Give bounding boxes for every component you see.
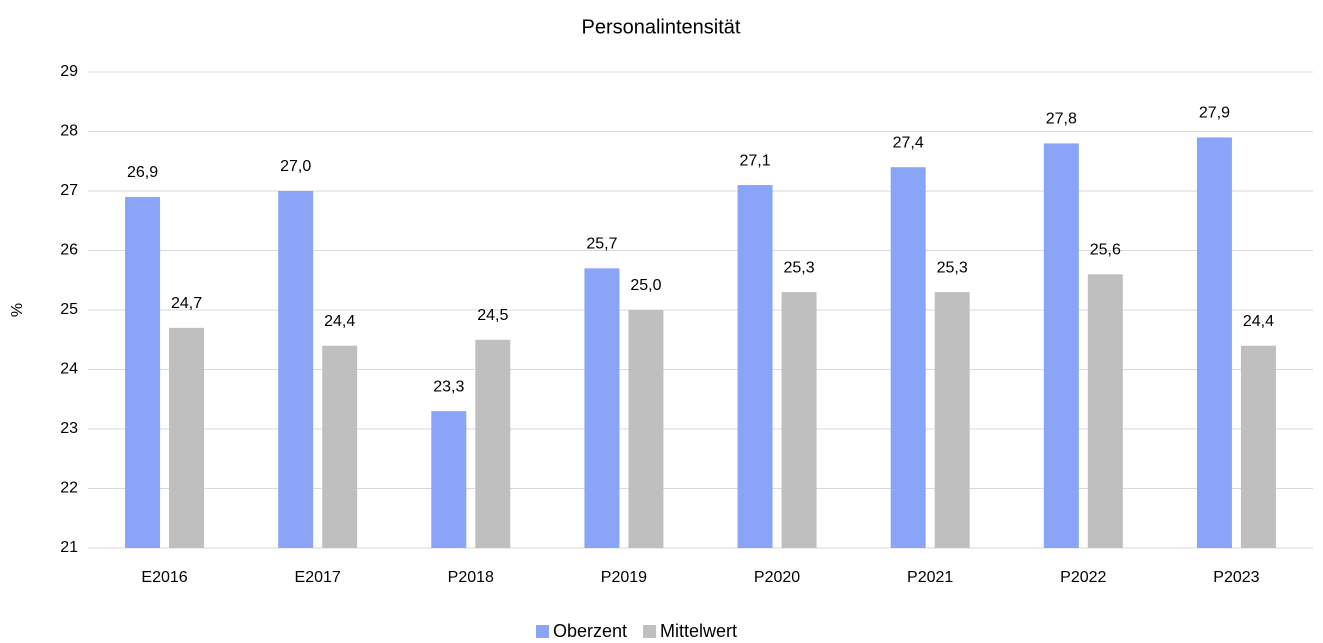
y-tick-label: 29 <box>60 63 78 80</box>
y-tick-label: 25 <box>60 301 78 318</box>
bar <box>737 185 773 549</box>
bar <box>1196 137 1232 548</box>
data-label: 25,7 <box>586 236 617 253</box>
y-tick-label: 23 <box>60 420 78 437</box>
bar <box>1043 143 1079 548</box>
y-tick-label: 28 <box>60 123 78 140</box>
legend-label: Mittelwert <box>660 621 737 641</box>
bar <box>781 292 817 548</box>
data-label: 27,0 <box>280 158 311 175</box>
bar <box>890 167 926 548</box>
y-tick-label: 26 <box>60 242 78 259</box>
data-label: 25,3 <box>937 259 968 276</box>
bar <box>584 268 620 548</box>
data-label: 26,9 <box>127 164 158 181</box>
data-label: 25,0 <box>630 277 661 294</box>
data-label: 25,6 <box>1090 242 1121 259</box>
bar <box>431 411 467 548</box>
legend-label: Oberzent <box>553 621 627 641</box>
x-tick-label: P2022 <box>1060 569 1106 586</box>
data-label: 27,1 <box>739 152 770 169</box>
bar <box>125 196 161 548</box>
x-tick-label: E2017 <box>295 569 341 586</box>
data-label: 24,5 <box>477 307 508 324</box>
y-tick-label: 27 <box>60 182 78 199</box>
data-label: 24,4 <box>1243 313 1274 330</box>
bar <box>322 345 358 548</box>
bar <box>1240 345 1276 548</box>
x-tick-label: P2021 <box>907 569 953 586</box>
data-label: 24,7 <box>171 295 202 312</box>
bar <box>169 327 205 548</box>
bar <box>1087 274 1123 548</box>
y-tick-label: 21 <box>60 539 78 556</box>
data-label: 23,3 <box>433 378 464 395</box>
data-label: 27,4 <box>893 134 924 151</box>
chart-title: Personalintensität <box>582 16 741 38</box>
data-label: 27,9 <box>1199 105 1230 122</box>
data-label: 25,3 <box>783 259 814 276</box>
y-axis-label: % <box>9 303 26 317</box>
y-tick-label: 22 <box>60 480 78 497</box>
bar <box>628 310 664 548</box>
x-tick-label: P2019 <box>601 569 647 586</box>
x-tick-label: P2018 <box>448 569 494 586</box>
data-label: 24,4 <box>324 313 355 330</box>
legend-swatch <box>643 625 657 638</box>
x-tick-label: E2016 <box>141 569 187 586</box>
bar <box>934 292 970 548</box>
bar <box>475 339 511 548</box>
legend-swatch <box>536 625 549 638</box>
x-tick-label: P2020 <box>754 569 800 586</box>
x-tick-label: P2023 <box>1213 569 1259 586</box>
bar <box>278 191 314 548</box>
data-label: 27,8 <box>1046 111 1077 128</box>
y-tick-label: 24 <box>60 361 78 378</box>
